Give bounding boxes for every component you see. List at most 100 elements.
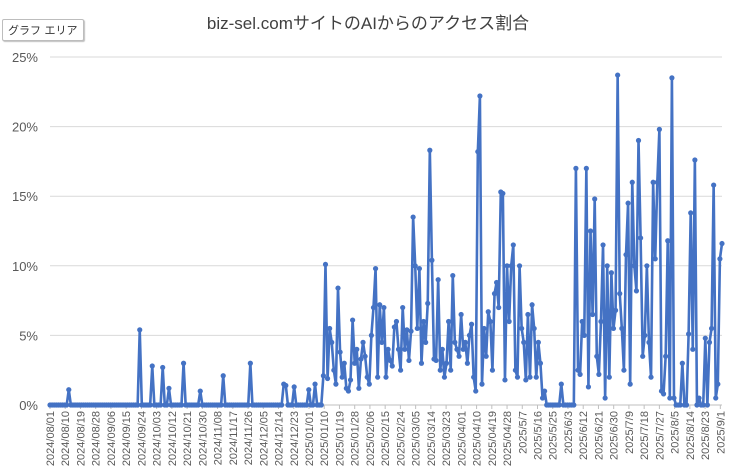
data-point xyxy=(531,325,537,332)
data-point xyxy=(700,402,706,408)
data-point xyxy=(667,395,673,401)
data-point xyxy=(468,321,475,327)
data-point xyxy=(704,402,710,408)
data-point xyxy=(331,367,337,373)
x-tick-label: 2024/10/03 xyxy=(152,411,164,466)
data-point xyxy=(585,384,592,390)
data-point xyxy=(370,304,377,311)
data-point xyxy=(435,277,441,283)
data-point xyxy=(333,381,339,387)
data-point xyxy=(556,402,562,408)
data-point xyxy=(339,374,345,380)
data-point xyxy=(218,402,224,408)
x-tick-label: 2024/11/08 xyxy=(213,411,225,465)
x-tick-label: 2024/10/30 xyxy=(197,411,209,466)
x-tick-label: 2024/08/19 xyxy=(75,411,87,466)
data-point xyxy=(506,318,512,325)
data-point xyxy=(489,367,496,373)
data-point xyxy=(400,304,406,311)
data-point xyxy=(379,339,385,345)
data-point xyxy=(306,387,312,393)
data-point xyxy=(715,381,721,387)
data-point xyxy=(640,353,646,359)
chart-area-label[interactable]: グラフ エリア xyxy=(2,19,84,41)
data-point xyxy=(514,374,521,380)
x-tick-label: 2025/6/3 xyxy=(563,411,575,454)
data-point xyxy=(481,325,487,332)
data-point xyxy=(496,304,502,311)
data-point xyxy=(462,339,468,345)
data-point xyxy=(245,402,251,408)
x-tick-label: 2025/5/7 xyxy=(517,411,529,454)
data-point xyxy=(291,384,297,390)
data-point xyxy=(694,402,700,408)
data-point xyxy=(423,339,429,345)
data-point xyxy=(389,363,395,369)
x-tick-label: 2025/01/19 xyxy=(334,411,346,466)
data-point xyxy=(619,325,625,332)
data-point xyxy=(446,318,452,325)
data-point xyxy=(587,228,594,234)
data-point xyxy=(660,391,667,397)
data-point xyxy=(713,395,719,401)
data-point xyxy=(443,360,450,366)
x-tick-label: 2024/08/01 xyxy=(45,411,57,466)
x-tick-label: 2025/6/12 xyxy=(578,411,590,460)
x-tick-label: 2025/5/25 xyxy=(548,411,560,460)
x-tick-label: 2025/5/16 xyxy=(533,411,545,460)
data-point xyxy=(178,402,185,408)
data-point xyxy=(360,339,366,345)
data-point xyxy=(381,304,387,311)
data-point xyxy=(149,363,155,369)
data-point xyxy=(350,317,356,323)
data-point xyxy=(604,263,610,269)
data-point xyxy=(279,402,285,408)
data-point xyxy=(719,240,725,247)
data-point xyxy=(356,385,362,391)
data-point xyxy=(166,385,172,391)
data-point xyxy=(337,349,343,355)
data-point xyxy=(708,325,715,332)
data-point xyxy=(594,353,600,359)
data-point xyxy=(711,182,717,188)
x-tick-label: 2024/12/05 xyxy=(258,411,270,466)
data-point xyxy=(137,327,143,333)
data-point xyxy=(677,402,683,408)
data-point xyxy=(577,371,583,377)
data-point xyxy=(377,302,383,308)
data-point xyxy=(627,381,633,387)
data-point xyxy=(539,395,546,401)
x-tick-label: 2025/8/5 xyxy=(670,411,682,454)
data-point xyxy=(220,373,226,379)
data-point xyxy=(289,402,295,408)
data-point xyxy=(508,263,514,269)
data-point xyxy=(383,374,389,380)
data-point xyxy=(621,367,627,373)
data-point xyxy=(425,300,431,306)
x-axis-ticks: 2024/08/01 2024/08/10 2024/08/19 2024/08/28… xyxy=(45,411,727,466)
data-point xyxy=(485,309,491,315)
chart-title: biz-sel.comサイトのAIからのアクセス割合 xyxy=(207,14,529,33)
x-tick-label: 2025/7/27 xyxy=(654,411,666,460)
data-point xyxy=(516,263,523,269)
x-tick-label: 2025/7/18 xyxy=(639,411,651,460)
x-tick-label: 2024/12/14 xyxy=(274,411,286,466)
data-point xyxy=(450,272,456,279)
data-point xyxy=(648,374,654,380)
data-point xyxy=(429,257,435,263)
data-point xyxy=(579,318,585,325)
x-tick-label: 2024/08/10 xyxy=(60,411,72,466)
data-point xyxy=(598,318,604,325)
data-point xyxy=(310,402,316,408)
data-point xyxy=(644,263,650,269)
data-point xyxy=(679,360,685,366)
data-point xyxy=(629,179,635,185)
data-point xyxy=(464,360,470,366)
data-point xyxy=(475,149,481,155)
data-point xyxy=(312,381,318,387)
data-point xyxy=(665,238,671,244)
data-point xyxy=(398,367,404,373)
data-point xyxy=(477,93,483,99)
data-point xyxy=(706,339,713,345)
data-point xyxy=(427,147,433,153)
